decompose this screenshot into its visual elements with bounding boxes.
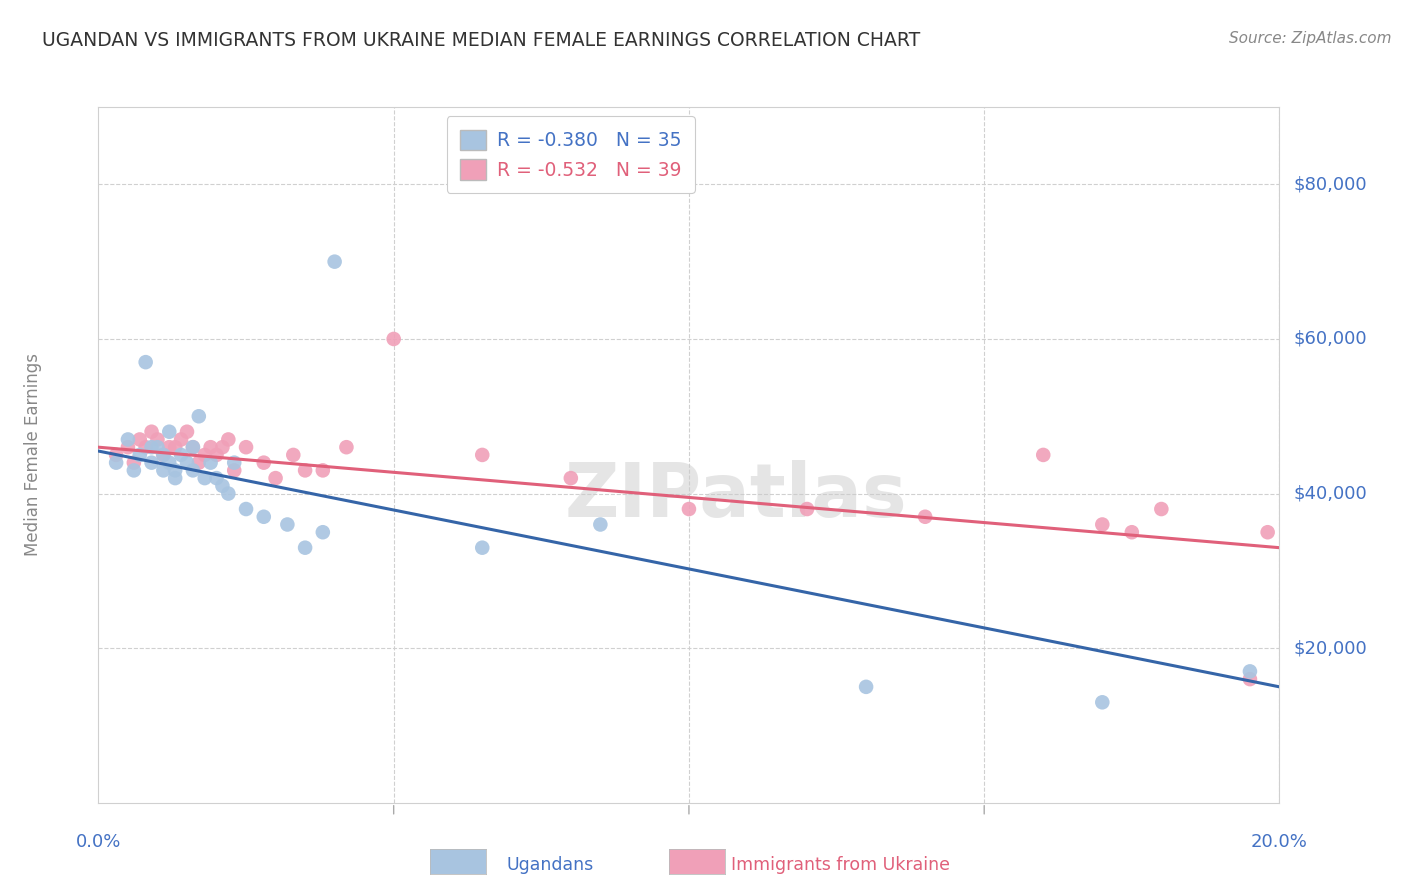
Text: $60,000: $60,000 [1294, 330, 1367, 348]
Legend: R = -0.380   N = 35, R = -0.532   N = 39: R = -0.380 N = 35, R = -0.532 N = 39 [447, 117, 695, 193]
Point [117, 433, 139, 447]
Point [141, 425, 163, 439]
Text: Ugandans: Ugandans [506, 856, 593, 874]
Text: Source: ZipAtlas.com: Source: ZipAtlas.com [1229, 31, 1392, 46]
Point [1239, 672, 1261, 686]
Text: 0.0%: 0.0% [76, 833, 121, 851]
Point [187, 456, 209, 470]
Point [181, 463, 204, 477]
Point [105, 456, 128, 470]
Point [135, 440, 157, 454]
Point [146, 440, 169, 454]
Point [146, 433, 169, 447]
Point [283, 448, 305, 462]
Point [128, 433, 150, 447]
Point [914, 509, 936, 524]
Point [382, 332, 405, 346]
Text: 20.0%: 20.0% [1251, 833, 1308, 851]
Point [1091, 517, 1114, 532]
Point [165, 440, 187, 454]
Text: Median Female Earnings: Median Female Earnings [24, 353, 42, 557]
Point [796, 502, 818, 516]
Point [471, 541, 494, 555]
Point [678, 502, 700, 516]
Text: UGANDAN VS IMMIGRANTS FROM UKRAINE MEDIAN FEMALE EARNINGS CORRELATION CHART: UGANDAN VS IMMIGRANTS FROM UKRAINE MEDIA… [42, 31, 921, 50]
Point [217, 486, 239, 500]
Point [122, 456, 145, 470]
Point [200, 456, 222, 470]
Point [235, 440, 257, 454]
Point [157, 456, 180, 470]
Point [176, 456, 198, 470]
Point [170, 448, 193, 462]
Point [165, 463, 187, 477]
Point [152, 463, 174, 477]
Point [1257, 525, 1279, 540]
Point [205, 471, 228, 485]
Point [253, 509, 276, 524]
Point [471, 448, 494, 462]
Point [294, 541, 316, 555]
Point [165, 471, 187, 485]
Text: ZIPatlas: ZIPatlas [565, 460, 907, 533]
Point [141, 440, 163, 454]
Point [589, 517, 612, 532]
Point [1091, 695, 1114, 709]
Point [181, 440, 204, 454]
Point [117, 440, 139, 454]
Point [1239, 665, 1261, 679]
Point [135, 355, 157, 369]
Point [335, 440, 357, 454]
Point [176, 425, 198, 439]
Point [211, 440, 233, 454]
Point [253, 456, 276, 470]
Point [217, 433, 239, 447]
Text: Immigrants from Ukraine: Immigrants from Ukraine [731, 856, 950, 874]
Point [1121, 525, 1143, 540]
Point [200, 440, 222, 454]
Point [264, 471, 287, 485]
Point [194, 471, 217, 485]
Text: $80,000: $80,000 [1294, 176, 1367, 194]
Point [205, 448, 228, 462]
Point [152, 448, 174, 462]
Point [312, 463, 335, 477]
Text: $40,000: $40,000 [1294, 484, 1367, 502]
Point [141, 456, 163, 470]
Point [157, 425, 180, 439]
Point [276, 517, 298, 532]
Point [181, 440, 204, 454]
Point [211, 479, 233, 493]
Point [855, 680, 877, 694]
Point [235, 502, 257, 516]
Point [122, 463, 145, 477]
Point [157, 440, 180, 454]
Text: $20,000: $20,000 [1294, 640, 1367, 657]
Point [152, 448, 174, 462]
Point [323, 254, 346, 268]
Point [1150, 502, 1173, 516]
Point [1032, 448, 1054, 462]
Point [312, 525, 335, 540]
Point [170, 433, 193, 447]
Point [187, 409, 209, 424]
Point [560, 471, 582, 485]
Point [224, 456, 246, 470]
Point [224, 463, 246, 477]
Point [294, 463, 316, 477]
Point [105, 448, 128, 462]
Point [128, 448, 150, 462]
Point [194, 448, 217, 462]
